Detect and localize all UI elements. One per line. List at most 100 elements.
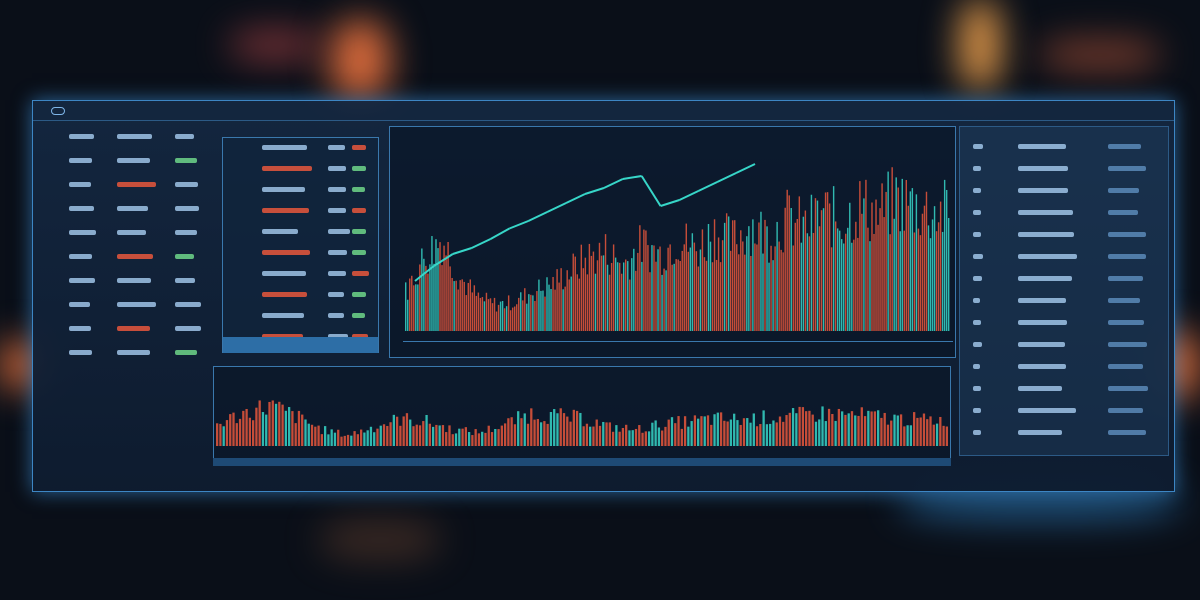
volume-bar — [679, 260, 681, 331]
volume-bar — [271, 400, 274, 446]
volume-bar — [340, 436, 343, 446]
volume-bar — [651, 245, 653, 331]
price-volume-chart[interactable] — [405, 161, 950, 331]
row-text — [1108, 364, 1144, 369]
volume-bar — [520, 292, 522, 331]
volume-bar — [759, 424, 762, 446]
volume-bar — [475, 295, 478, 331]
row-text — [328, 292, 345, 297]
row-text — [1108, 188, 1140, 193]
volume-bar — [392, 414, 395, 446]
volume-bar — [590, 255, 593, 331]
volume-bar — [526, 423, 530, 446]
volume-bar — [834, 420, 837, 446]
volume-bar — [873, 233, 875, 331]
row-text — [262, 292, 307, 297]
volume-bar — [683, 244, 685, 331]
volume-bar — [713, 219, 716, 331]
volume-bar — [451, 434, 454, 446]
right-panel[interactable] — [959, 126, 1169, 456]
volume-bar — [569, 421, 572, 446]
volume-bar — [405, 413, 409, 446]
volume-bar — [608, 422, 611, 446]
volume-bar — [922, 413, 926, 446]
volume-bar — [553, 409, 556, 446]
volume-bar — [494, 428, 497, 446]
volume-bar — [814, 421, 818, 446]
volume-bar — [457, 289, 459, 331]
volume-bar — [943, 179, 946, 331]
volume-bar — [429, 264, 431, 331]
price-line-segment — [735, 163, 756, 174]
volume-bar — [746, 418, 749, 446]
row-text — [262, 334, 304, 339]
row-text — [1018, 210, 1074, 215]
volume-bar — [327, 434, 330, 446]
volume-bar — [467, 282, 469, 331]
volume-bar — [869, 241, 871, 331]
volume-bar — [588, 243, 591, 331]
volume-bar — [654, 420, 657, 446]
order-book-footer[interactable] — [223, 337, 378, 353]
volume-bar — [353, 431, 356, 446]
row-text — [175, 350, 198, 355]
volume-bar — [550, 289, 552, 331]
bottom-volume-chart[interactable] — [216, 376, 949, 446]
volume-bar — [278, 401, 281, 446]
row-text — [117, 206, 149, 211]
volume-bar — [562, 413, 566, 446]
volume-bar — [667, 419, 670, 446]
volume-bar — [536, 419, 539, 446]
volume-bar — [883, 217, 885, 331]
row-text — [1018, 342, 1065, 347]
volume-bar — [481, 297, 484, 331]
volume-bar — [433, 263, 435, 331]
volume-bar — [304, 419, 307, 446]
volume-bar — [245, 408, 248, 446]
watchlist[interactable] — [55, 126, 211, 446]
row-text — [262, 313, 304, 318]
volume-bar — [867, 227, 869, 331]
volume-bar — [556, 269, 558, 331]
volume-bar — [487, 425, 490, 446]
volume-bar — [637, 252, 639, 331]
row-text — [328, 250, 347, 255]
row-text — [69, 230, 96, 235]
volume-bar — [499, 301, 502, 331]
volume-bar — [503, 308, 506, 331]
volume-bar — [465, 295, 467, 331]
volume-bar — [665, 270, 667, 331]
volume-bar — [911, 188, 914, 331]
volume-bar — [542, 290, 544, 331]
row-text — [117, 182, 156, 187]
volume-bar — [427, 273, 429, 331]
volume-bar — [463, 281, 465, 331]
price-line-segment — [679, 190, 699, 201]
volume-bar — [744, 254, 746, 331]
volume-bar — [615, 425, 618, 446]
row-text — [352, 208, 367, 213]
volume-bar — [827, 408, 831, 446]
volume-bar — [638, 425, 641, 446]
row-text — [352, 271, 369, 276]
volume-bar — [578, 278, 581, 331]
volume-bar — [602, 255, 605, 331]
trading-dashboard-window — [32, 100, 1175, 492]
volume-bar — [248, 417, 252, 446]
row-text — [973, 320, 981, 325]
row-text — [352, 229, 366, 234]
volume-bar — [831, 413, 834, 446]
volume-bar — [890, 420, 893, 446]
volume-bar — [897, 187, 899, 331]
row-text — [1018, 364, 1067, 369]
volume-bar — [806, 233, 809, 331]
volume-bar — [851, 242, 853, 331]
volume-bar — [801, 407, 805, 446]
volume-bar — [778, 241, 780, 331]
volume-bar — [647, 245, 649, 331]
volume-bar — [891, 167, 893, 331]
volume-bar — [618, 262, 621, 331]
volume-bar — [921, 213, 924, 331]
price-line-segment — [471, 238, 491, 249]
volume-bar — [926, 419, 929, 446]
